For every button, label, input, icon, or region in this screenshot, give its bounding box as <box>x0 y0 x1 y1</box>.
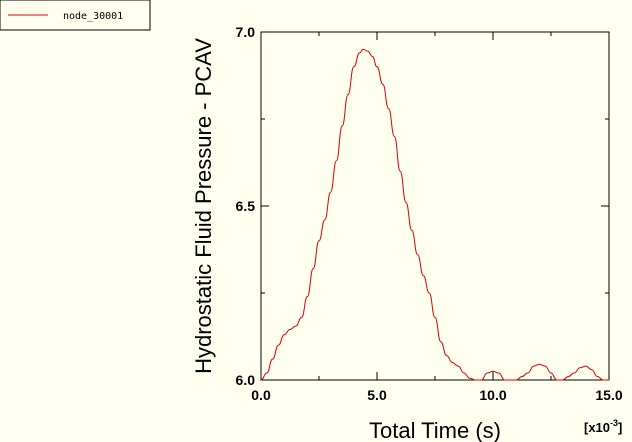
x-tick-label: 5.0 <box>367 387 387 403</box>
x-multiplier-exponent: -3 <box>610 418 618 428</box>
x-tick-label: 15.0 <box>595 387 622 403</box>
x-tick-label: 10.0 <box>479 387 506 403</box>
y-tick-label: 6.0 <box>236 372 256 388</box>
legend-label: node_30001 <box>63 11 123 22</box>
x-multiplier-close: ] <box>618 420 622 435</box>
series-line-node-30001 <box>260 48 609 381</box>
axis-tick-labels: 0.0 5.0 10.0 15.0 6.0 6.5 7.0 <box>236 24 623 403</box>
x-axis-multiplier: [x10-3] <box>584 418 622 435</box>
y-tick-label: 7.0 <box>236 24 256 40</box>
plot-area: 0.0 5.0 10.0 15.0 6.0 6.5 7.0 <box>236 24 623 403</box>
legend: node_30001 <box>0 0 151 31</box>
x-axis-title: Total Time (s) <box>369 418 501 442</box>
y-tick-label: 6.5 <box>236 198 256 214</box>
x-multiplier-base: [x10 <box>584 420 610 435</box>
x-tick-label: 0.0 <box>251 387 271 403</box>
y-axis-title: Hydrostatic Fluid Pressure - PCAV <box>191 38 216 374</box>
